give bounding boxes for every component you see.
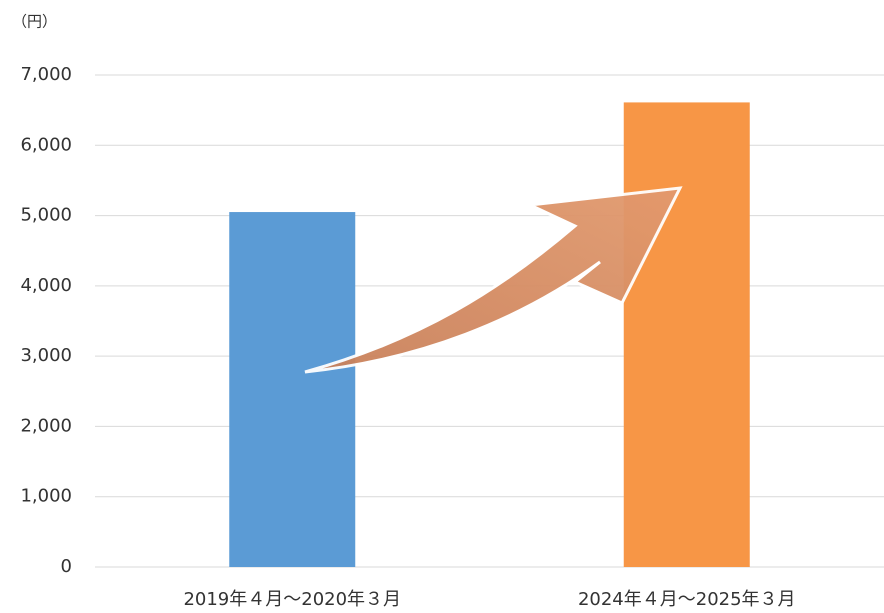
page: （円） 0 1,000 2,000 3,000 4,000 5,000 6,000 7,000… [0, 0, 884, 613]
y-tick-label: 1,000 [20, 486, 72, 507]
y-tick-label: 4,000 [20, 275, 72, 296]
chart: （円） 0 1,000 2,000 3,000 4,000 5,000 6,000 7,000… [0, 0, 884, 613]
bar [624, 102, 750, 567]
x-tick-label: 2024年４月～2025年３月 [578, 589, 796, 610]
y-tick-label: 3,000 [20, 345, 72, 366]
y-tick-label: 0 [61, 556, 72, 577]
y-tick-label: 5,000 [20, 205, 72, 226]
y-tick-label: 2,000 [20, 415, 72, 436]
y-axis-label: （円） [12, 13, 57, 31]
y-tick-label: 7,000 [20, 64, 72, 85]
bar [229, 212, 355, 567]
y-tick-label: 6,000 [20, 134, 72, 155]
x-tick-label: 2019年４月～2020年３月 [183, 589, 401, 610]
